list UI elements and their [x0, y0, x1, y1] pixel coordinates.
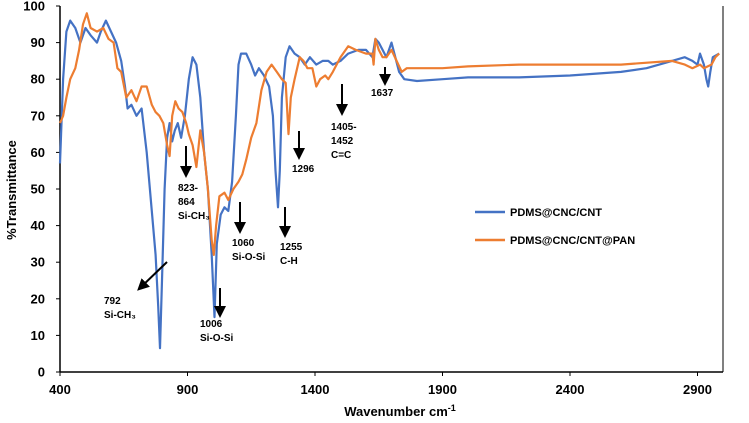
x-tick-label: 1400 — [301, 382, 330, 397]
annotation-823: 823- 864 Si-CH₃ — [178, 183, 210, 222]
annotation-1405: 1405- 1452 C=C — [331, 122, 359, 161]
x-axis-title: Wavenumber cm-1 — [344, 403, 456, 419]
y-tick-label: 0 — [38, 365, 45, 380]
y-tick-label: 60 — [31, 145, 45, 160]
legend: PDMS@CNC/CNT PDMS@CNC/CNT@PAN — [475, 207, 635, 247]
annotation-1060: 1060 Si-O-Si — [232, 238, 266, 263]
annotation-1637: 1637 — [371, 88, 394, 99]
annotation-823-line2: 864 — [178, 197, 195, 208]
y-axis-title: %Transmittance — [4, 140, 19, 240]
series-layer — [58, 12, 720, 350]
y-tick-label: 40 — [31, 218, 45, 233]
y-tick-label: 30 — [31, 255, 45, 270]
x-axis-title-superscript: -1 — [448, 403, 456, 413]
y-tick-label: 70 — [31, 108, 45, 123]
annotation-823-line3: Si-CH₃ — [178, 211, 210, 222]
annotation-1006-line2: Si-O-Si — [200, 333, 234, 344]
x-tick-label: 400 — [49, 382, 71, 397]
annotation-792: 792 Si-CH₃ — [104, 296, 136, 321]
annotation-1006: 1006 Si-O-Si — [200, 319, 234, 344]
annotation-1405-line1: 1405- — [331, 122, 357, 133]
y-tick-label: 90 — [31, 35, 45, 50]
annotation-823-line1: 823- — [178, 183, 198, 194]
y-tick-label: 100 — [23, 0, 45, 14]
legend-label-pdms-cnc-cnt: PDMS@CNC/CNT — [510, 207, 602, 219]
y-tick-label: 80 — [31, 72, 45, 87]
annotation-1405-line3: C=C — [331, 150, 351, 161]
series-line-pdms-cnc-cnt-pan — [58, 12, 720, 256]
arrow-792 — [137, 261, 168, 291]
annotation-1006-line1: 1006 — [200, 319, 223, 330]
x-tick-label: 2900 — [683, 382, 712, 397]
series-line-pdms-cnc-cnt — [58, 19, 720, 350]
annotation-1296: 1296 — [292, 164, 315, 175]
y-tick-label: 50 — [31, 182, 45, 197]
annotation-792-line1: 792 — [104, 296, 121, 307]
legend-label-pdms-cnc-cnt-pan: PDMS@CNC/CNT@PAN — [510, 235, 635, 247]
x-tick-labels: 400 900 1400 1900 2400 2900 — [49, 372, 712, 397]
x-axis-title-text: Wavenumber cm — [344, 404, 448, 419]
annotation-1255: 1255 C-H — [280, 242, 305, 267]
y-tick-label: 20 — [31, 291, 45, 306]
x-tick-label: 2400 — [556, 382, 585, 397]
annotation-1255-line2: C-H — [280, 256, 298, 267]
x-tick-label: 1900 — [428, 382, 457, 397]
annotation-1255-line1: 1255 — [280, 242, 303, 253]
annotation-1405-line2: 1452 — [331, 136, 354, 147]
y-tick-labels: 0 10 20 30 40 50 60 70 80 90 100 — [23, 0, 60, 380]
y-tick-label: 10 — [31, 328, 45, 343]
annotation-792-line2: Si-CH₃ — [104, 310, 136, 321]
annotation-1060-line2: Si-O-Si — [232, 252, 266, 263]
annotation-1637-line1: 1637 — [371, 88, 394, 99]
annotation-1296-line1: 1296 — [292, 164, 315, 175]
annotation-1060-line1: 1060 — [232, 238, 255, 249]
annotation-arrows — [137, 67, 391, 318]
x-tick-label: 900 — [177, 382, 199, 397]
